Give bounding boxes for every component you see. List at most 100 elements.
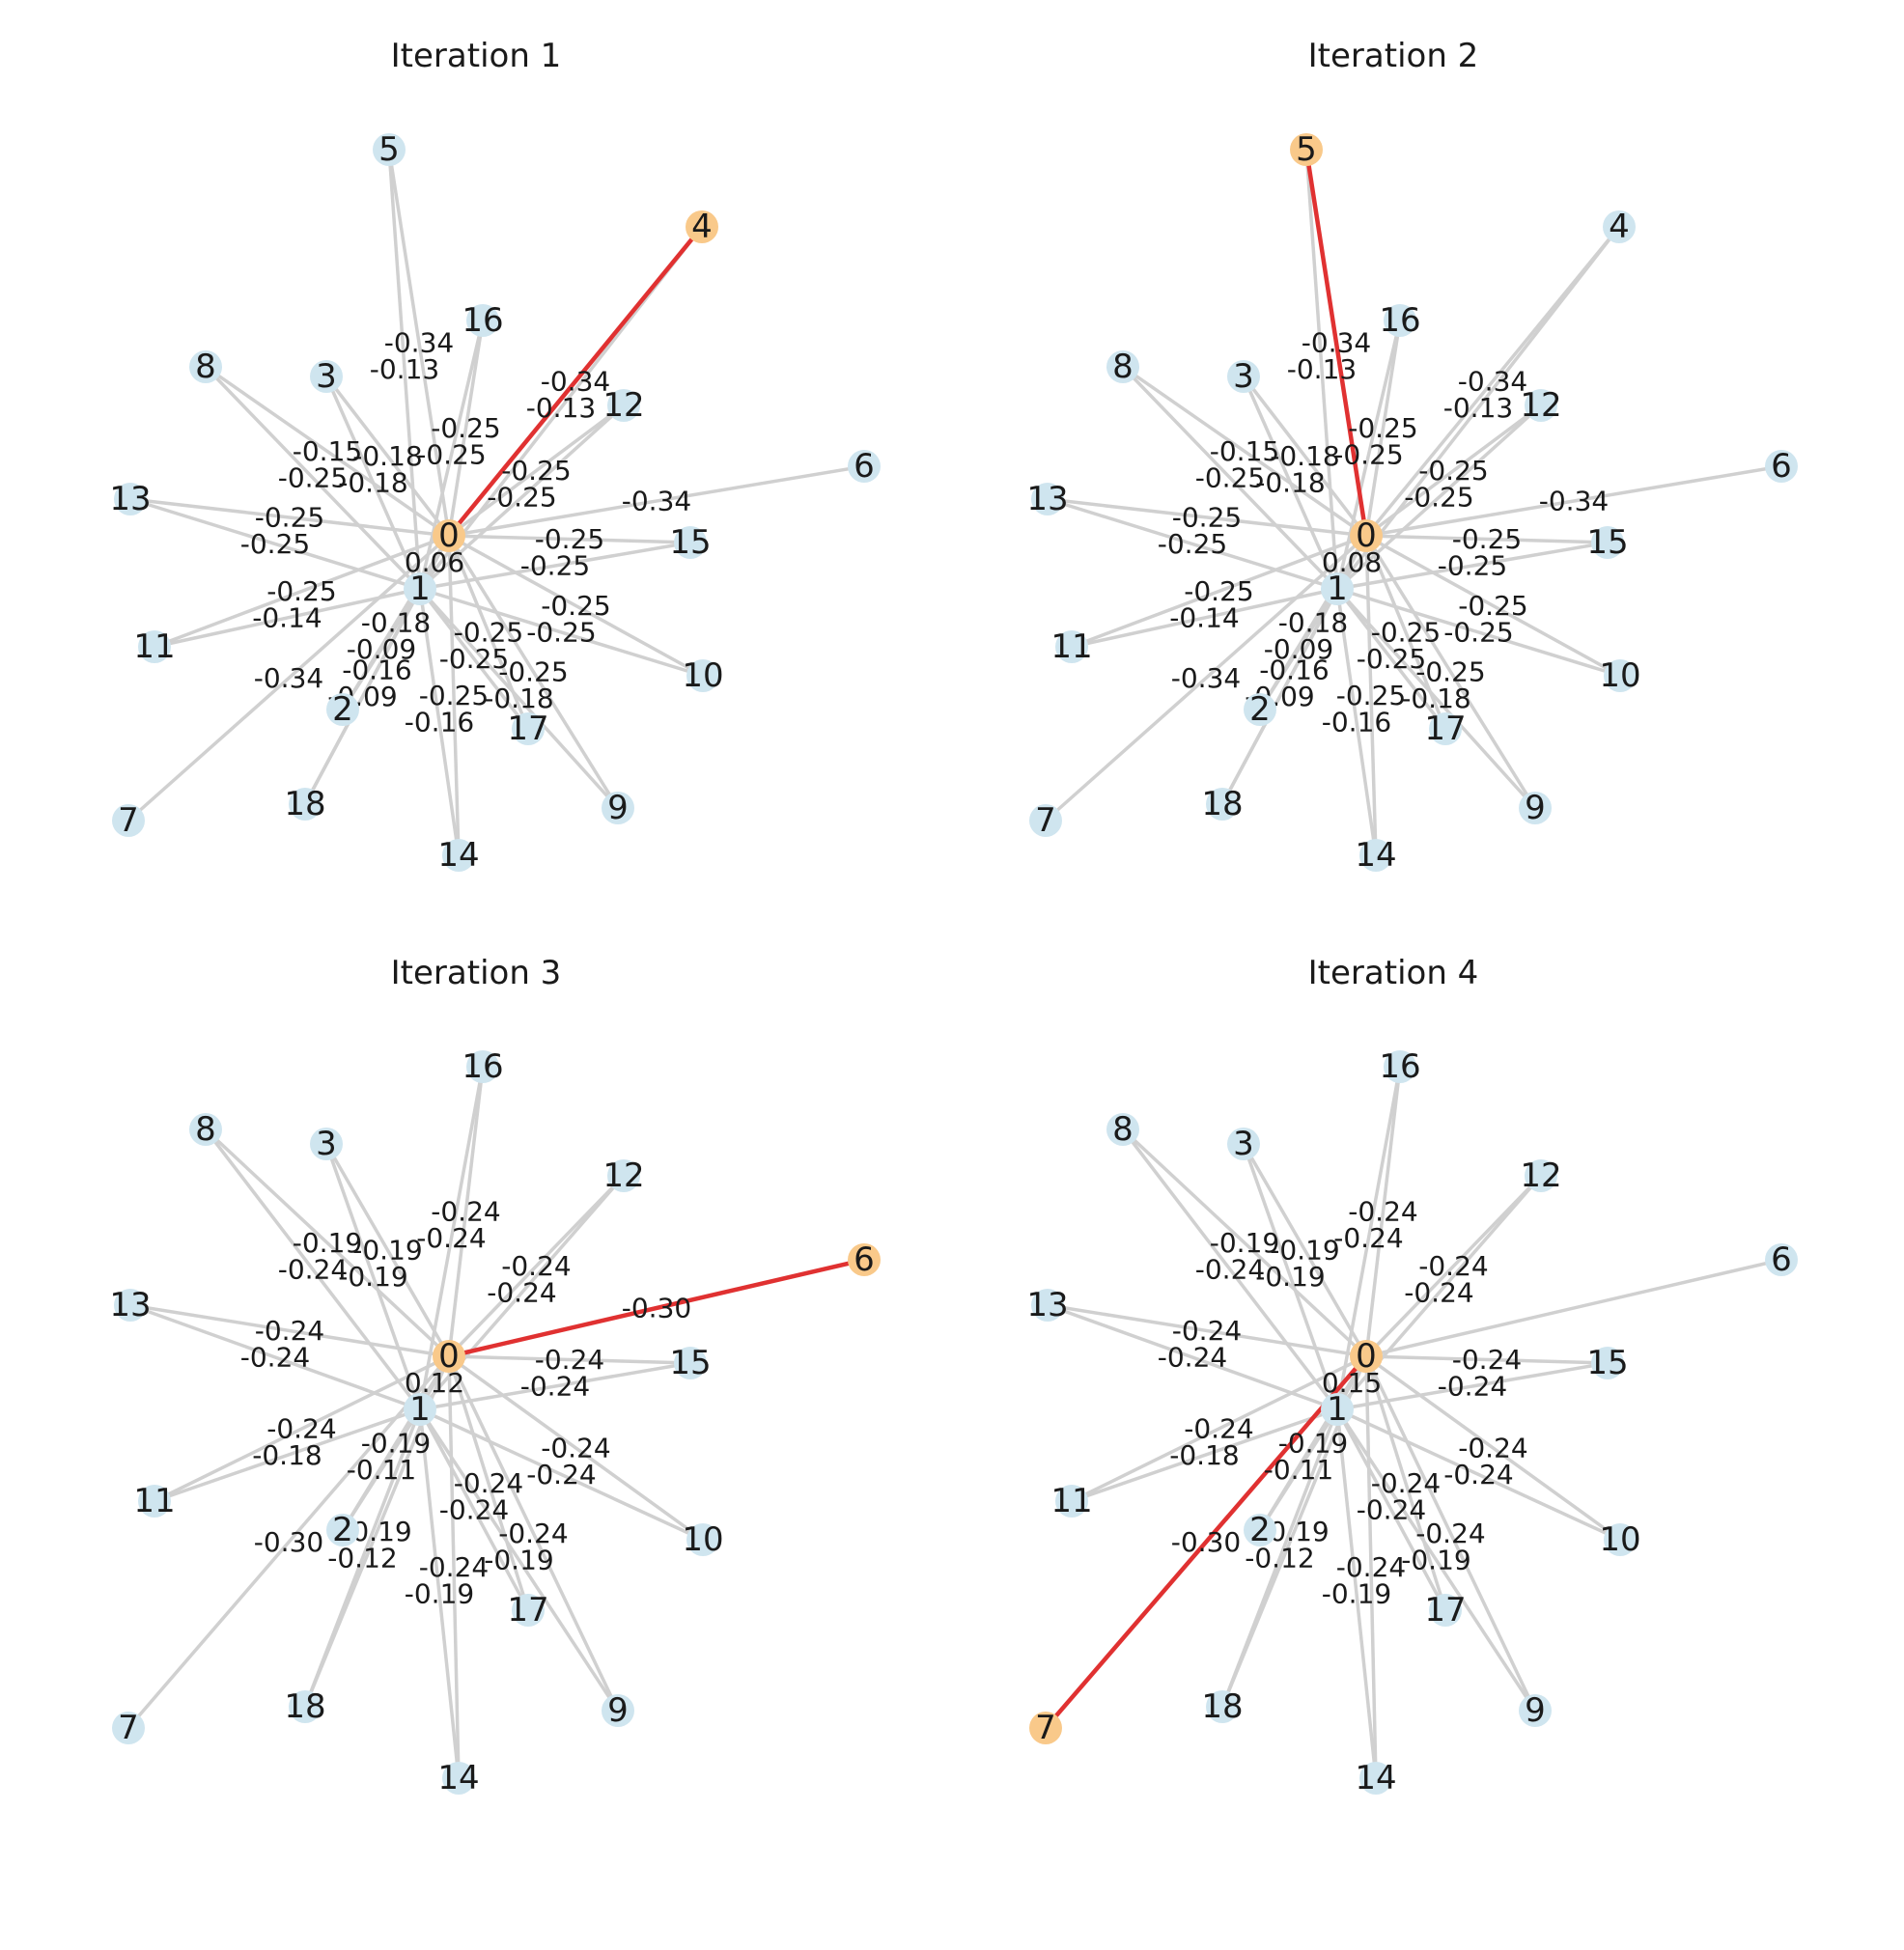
node-label-15: 15 bbox=[1586, 1344, 1628, 1382]
edge-0-3 bbox=[1242, 1143, 1368, 1357]
node-3 bbox=[310, 1128, 343, 1160]
edge-label-0-11: -0.24 bbox=[266, 1413, 336, 1445]
edge-1-18 bbox=[303, 588, 422, 805]
edge-label-0-2: -0.18 bbox=[1278, 607, 1348, 639]
node-label-10: 10 bbox=[1599, 656, 1640, 695]
node-label-11: 11 bbox=[133, 1482, 175, 1520]
edge-label-1-16: -0.24 bbox=[1333, 1222, 1403, 1254]
node-15 bbox=[674, 526, 707, 559]
edge-0-12 bbox=[1364, 1174, 1543, 1358]
node-11 bbox=[138, 630, 171, 663]
edge-label-0-2: -0.19 bbox=[361, 1428, 431, 1460]
node-label-14: 14 bbox=[437, 1759, 479, 1797]
edge-label-1-2: -0.09 bbox=[347, 633, 416, 665]
node-label-1: 1 bbox=[409, 570, 431, 608]
edge-0-10 bbox=[1365, 534, 1621, 678]
node-9 bbox=[602, 792, 634, 824]
edge-0-13 bbox=[129, 497, 450, 538]
edge-0-3 bbox=[324, 375, 451, 538]
edge-0-6 bbox=[1365, 1258, 1782, 1358]
edge-0-15 bbox=[1365, 534, 1609, 544]
edge-label-0-1: 0.15 bbox=[1322, 1367, 1382, 1399]
edge-label-1-4: -0.13 bbox=[1443, 392, 1513, 424]
edge-label-1-8: -0.25 bbox=[1195, 462, 1265, 494]
node-8 bbox=[189, 350, 222, 383]
node-label-3: 3 bbox=[316, 1125, 337, 1163]
node-label-6: 6 bbox=[1771, 447, 1792, 486]
edge-0-14 bbox=[447, 535, 461, 856]
edge-1-3 bbox=[1242, 1143, 1339, 1410]
edge-label-0-10: -0.24 bbox=[541, 1433, 610, 1464]
edge-1-14 bbox=[418, 1408, 461, 1779]
node-label-13: 13 bbox=[1026, 1286, 1068, 1324]
edge-label-0-1: 0.06 bbox=[405, 546, 464, 578]
node-label-16: 16 bbox=[1379, 301, 1420, 340]
edge-label-1-12: -0.25 bbox=[487, 482, 556, 514]
node-label-14: 14 bbox=[1355, 836, 1396, 875]
edge-1-16 bbox=[418, 320, 485, 590]
node-13 bbox=[114, 483, 147, 515]
edge-0-3 bbox=[324, 1143, 451, 1357]
node-7 bbox=[112, 804, 145, 837]
edge-label-1-12: -0.25 bbox=[1404, 482, 1473, 514]
edge-label-1-14: -0.19 bbox=[1322, 1578, 1391, 1610]
node-16 bbox=[1384, 304, 1416, 337]
edge-0-8 bbox=[204, 1128, 451, 1358]
edge-labels-layer: 0.06-0.18-0.18-0.34-0.34-0.34-0.15-0.25-… bbox=[240, 327, 691, 738]
edge-1-17 bbox=[1335, 587, 1447, 731]
node-label-16: 16 bbox=[462, 301, 503, 340]
node-label-8: 8 bbox=[195, 1110, 216, 1149]
node-label-6: 6 bbox=[854, 1240, 875, 1279]
edge-1-10 bbox=[419, 587, 704, 678]
edge-label-1-18: -0.12 bbox=[1245, 1543, 1314, 1574]
node-label-18: 18 bbox=[1201, 785, 1243, 823]
node-0 bbox=[1350, 1340, 1383, 1373]
node-2 bbox=[1244, 1514, 1276, 1546]
node-0 bbox=[1350, 519, 1383, 552]
edge-0-12 bbox=[447, 1174, 626, 1358]
edge-label-0-13: -0.24 bbox=[1172, 1315, 1242, 1347]
edge-label-1-8: -0.24 bbox=[1195, 1254, 1265, 1286]
edge-1-3 bbox=[1242, 376, 1339, 590]
edge-label-1-5: -0.13 bbox=[1287, 353, 1357, 385]
edge-0-7 bbox=[126, 534, 451, 822]
node-label-8: 8 bbox=[1112, 1110, 1134, 1149]
node-label-0: 0 bbox=[1356, 1337, 1377, 1376]
edge-1-2 bbox=[1258, 1408, 1339, 1531]
edges-layer bbox=[1044, 149, 1782, 856]
node-13 bbox=[1031, 1289, 1064, 1322]
node-label-7: 7 bbox=[1035, 801, 1056, 840]
edge-label-0-13: -0.24 bbox=[255, 1315, 324, 1347]
edge-label-0-14: -0.24 bbox=[419, 1551, 489, 1583]
edge-label-0-11: -0.25 bbox=[266, 575, 336, 607]
edge-1-8 bbox=[1121, 365, 1339, 591]
edge-label-1-17: -0.25 bbox=[439, 643, 509, 675]
edge-label-1-11: -0.14 bbox=[252, 602, 322, 634]
edge-label-0-3: -0.19 bbox=[352, 1235, 422, 1267]
panel-iteration-2: Iteration 2 0.08 -0.18 -0.18 -0.34 -0.34 -0.3… bbox=[917, 0, 1869, 922]
edge-1-13 bbox=[1047, 497, 1338, 591]
edge-1-13 bbox=[129, 1303, 421, 1411]
edge-0-9 bbox=[1364, 1355, 1537, 1712]
node-label-7: 7 bbox=[118, 1709, 139, 1747]
edge-0-3 bbox=[1242, 375, 1368, 538]
node-label-8: 8 bbox=[195, 348, 216, 386]
edge-1-11 bbox=[154, 1407, 421, 1503]
node-label-18: 18 bbox=[284, 1687, 325, 1726]
edge-label-0-1: 0.08 bbox=[1322, 546, 1382, 578]
node-label-13: 13 bbox=[1026, 480, 1068, 518]
node-10 bbox=[1604, 1523, 1637, 1556]
edge-1-12 bbox=[418, 404, 626, 591]
node-label-15: 15 bbox=[1586, 523, 1628, 562]
edge-label-0-16: -0.25 bbox=[1348, 412, 1417, 444]
edge-0-11 bbox=[1071, 534, 1367, 649]
edge-label-0-7: -0.30 bbox=[254, 1526, 323, 1558]
node-10 bbox=[686, 659, 719, 692]
edge-0-5 bbox=[1303, 149, 1369, 537]
edge-label-1-15: -0.24 bbox=[520, 1371, 590, 1403]
node-11 bbox=[1055, 630, 1088, 663]
edge-label-0-5: -0.34 bbox=[384, 327, 454, 359]
edge-label-1-16: -0.24 bbox=[416, 1222, 486, 1254]
edge-0-15 bbox=[448, 534, 691, 544]
